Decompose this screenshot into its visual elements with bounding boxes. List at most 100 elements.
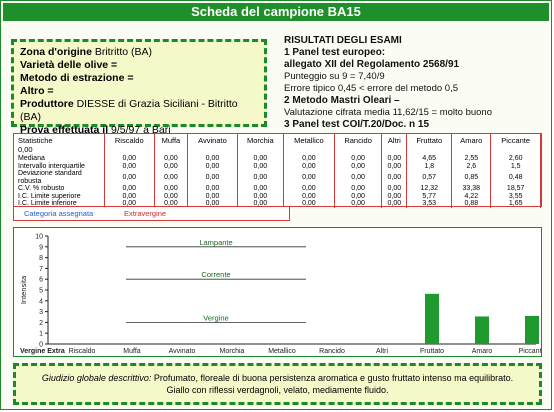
col-header: Metallico	[283, 134, 335, 155]
produttore-line: Produttore DIESSE di Grazia Siciliani - …	[20, 98, 238, 123]
table-cell: 1,65	[490, 200, 541, 208]
table-cell: 1,5	[490, 162, 541, 170]
table-cell: 2,55	[451, 155, 492, 163]
table-cell: 0,00	[154, 192, 189, 200]
table-cell: 0,00	[187, 192, 238, 200]
x-left-label: Vergine Extra	[20, 348, 65, 355]
stats-table: Statistiche 0,00 Riscaldo Muffa Avvinato …	[14, 134, 541, 208]
table-cell: 3,55	[490, 192, 541, 200]
table-cell: 0,00	[283, 192, 335, 200]
table-cell: 12,32	[406, 185, 453, 193]
table-cell: 0,00	[187, 162, 238, 170]
table-cell: 0,00	[381, 162, 408, 170]
y-tick-label: 10	[35, 234, 43, 241]
x-tick-label: Muffa	[123, 348, 140, 355]
table-cell: 2,6	[451, 162, 492, 170]
col-header: Altri	[381, 134, 408, 155]
results-line-6: Valutazione cifrata media 11,62/15 = mol…	[284, 107, 492, 118]
table-cell: 5,77	[406, 192, 453, 200]
table-cell: 0,00	[187, 170, 238, 185]
table-cell: 0,00	[104, 192, 155, 200]
x-tick-label: Piccante	[519, 348, 541, 355]
table-cell: 0,00	[104, 170, 155, 185]
sheet-title: Scheda del campione BA15	[3, 3, 549, 21]
category-value: Extravergine	[124, 209, 167, 218]
table-cell: 3,53	[406, 200, 453, 208]
row-label: Mediana	[14, 155, 105, 163]
verdict-line-2: Giallo con riflessi verdagnoli, velato, …	[166, 385, 389, 395]
table-cell: 0,00	[334, 185, 383, 193]
table-cell: 0,00	[104, 155, 155, 163]
y-tick-label: 0	[39, 342, 43, 349]
table-cell: 0,00	[334, 155, 383, 163]
table-cell: 0,00	[154, 200, 189, 208]
table-cell: 0,00	[283, 200, 335, 208]
col-header: Amaro	[451, 134, 492, 155]
table-cell: 0,85	[451, 170, 492, 185]
altro-line: Altro =	[20, 85, 54, 97]
table-cell: 0,00	[154, 155, 189, 163]
table-row: C.V. % robusto 0,00 0,00 0,00 0,00 0,00 0,00 0,…	[14, 185, 541, 193]
category-strip: Categoria assegnata Extravergine	[13, 207, 290, 221]
table-cell: 0,00	[237, 162, 284, 170]
table-row: Mediana 0,00 0,00 0,00 0,00 0,00 0,00 0,00 4,65 2…	[14, 155, 541, 163]
results-line-1: 1 Panel test europeo:	[284, 47, 386, 58]
table-cell: 0,48	[490, 170, 541, 185]
table-row: Intervallo interquartile 0,00 0,00 0,00 0,00…	[14, 162, 541, 170]
table-cell: 0,88	[451, 200, 492, 208]
y-axis-label: Intensita	[19, 275, 28, 304]
intensity-chart: 0 1 2 3 4 5 6 7 8 9 10 Intensita Lampante Corrente Ver…	[19, 234, 546, 356]
stats-header-row: Statistiche 0,00 Riscaldo Muffa Avvinato …	[14, 134, 541, 155]
table-cell: 0,00	[334, 200, 383, 208]
y-tick-label: 2	[39, 320, 43, 327]
x-tick-label: Amaro	[472, 348, 493, 355]
table-cell: 0,00	[283, 185, 335, 193]
table-row: I.C. Limite inferiore 0,00 0,00 0,00 0,00 0,0…	[14, 200, 541, 208]
table-cell: 4,65	[406, 155, 453, 163]
threshold-label: Lampante	[199, 238, 232, 247]
y-tick-label: 7	[39, 266, 43, 273]
table-cell: 0,00	[104, 162, 155, 170]
table-cell: 0,00	[334, 162, 383, 170]
table-cell: 0,00	[381, 185, 408, 193]
category-label: Categoria assegnata	[24, 209, 94, 218]
table-cell: 18,57	[490, 185, 541, 193]
table-row: Deviazione standard robusta 0,00 0,00 0,00 0…	[14, 170, 541, 185]
table-cell: 0,00	[154, 185, 189, 193]
table-cell: 0,00	[104, 185, 155, 193]
table-cell: 0,00	[187, 200, 238, 208]
row-label: C.V. % robusto	[14, 185, 105, 193]
table-cell: 0,00	[283, 170, 335, 185]
row-label: I.C. Limite superiore	[14, 192, 105, 200]
x-tick-label: Avvinato	[169, 348, 196, 355]
x-tick-label: Morchia	[220, 348, 245, 355]
col-header: Morchia	[237, 134, 284, 155]
col-header: Avvinato	[187, 134, 238, 155]
results-line-4: Errore tipico 0,45 < errore del metodo 0…	[284, 83, 458, 94]
x-tick-label: Fruttato	[420, 348, 444, 355]
table-cell: 0,00	[154, 162, 189, 170]
table-cell: 0,57	[406, 170, 453, 185]
table-cell: 0,00	[381, 200, 408, 208]
table-cell: 2,60	[490, 155, 541, 163]
table-cell: 0,00	[237, 200, 284, 208]
row-label: Deviazione standard robusta	[14, 170, 105, 185]
table-cell: 0,00	[187, 185, 238, 193]
y-tick-label: 6	[39, 277, 43, 284]
col-header: Riscaldo	[104, 134, 155, 155]
table-cell: 0,00	[187, 155, 238, 163]
y-tick-label: 3	[39, 309, 43, 316]
table-cell: 0,00	[381, 155, 408, 163]
col-header: Rancido	[334, 134, 383, 155]
bar	[525, 315, 539, 344]
x-tick-label: Altri	[376, 348, 389, 355]
col-header: Fruttato	[406, 134, 453, 155]
table-cell: 0,00	[283, 162, 335, 170]
y-tick-label: 8	[39, 255, 43, 262]
table-cell: 0,00	[381, 192, 408, 200]
metodo-line: Metodo di estrazione =	[20, 72, 134, 84]
varieta-line: Varietà delle olive =	[20, 59, 118, 71]
table-cell: 0,00	[237, 192, 284, 200]
bar	[475, 316, 489, 344]
results-header: RISULTATI DEGLI ESAMI	[284, 35, 402, 46]
